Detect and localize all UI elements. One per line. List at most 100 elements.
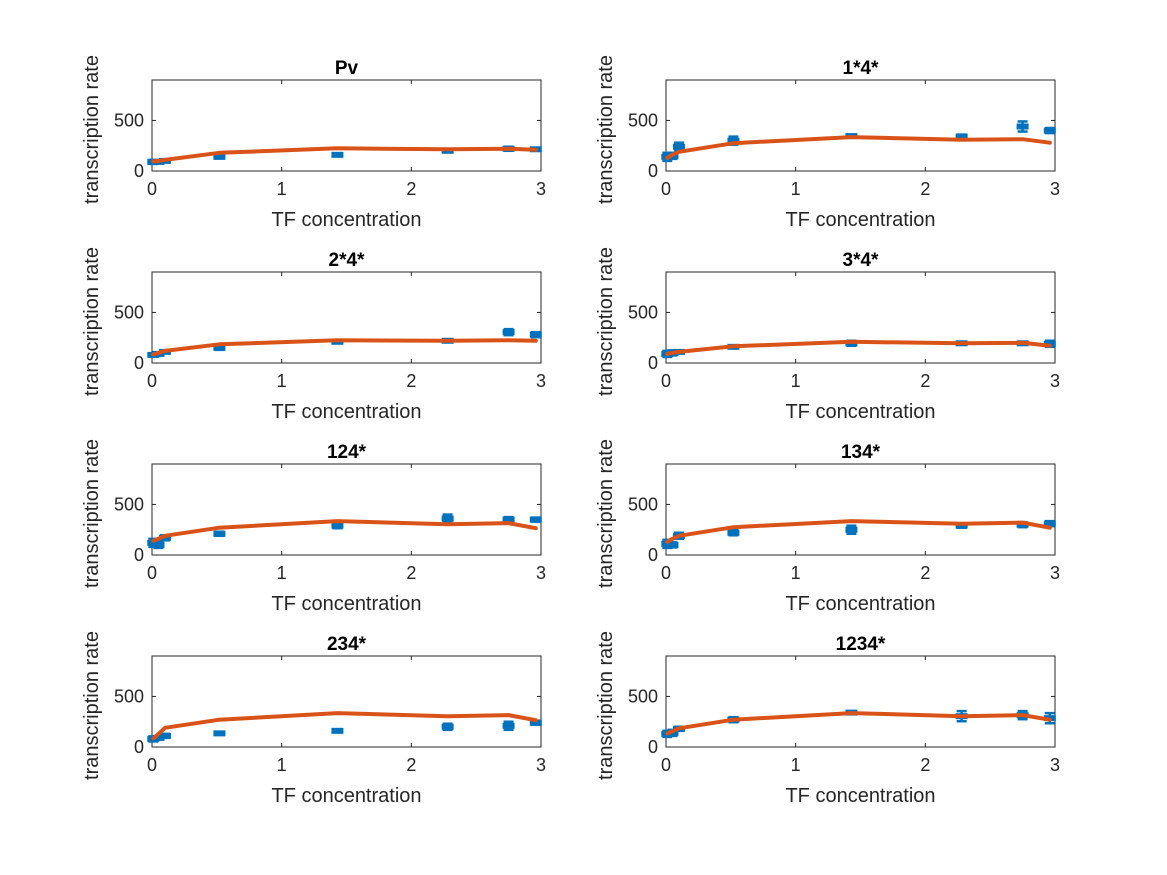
data-marker xyxy=(331,727,344,734)
y-axis-label: transcription rate xyxy=(81,631,103,780)
data-point xyxy=(213,530,226,538)
model-fit-line xyxy=(151,338,538,357)
x-tick-label: 0 xyxy=(147,755,157,775)
data-marker xyxy=(213,530,226,537)
data-marker xyxy=(727,137,740,144)
axes-box xyxy=(665,655,1056,748)
y-axis-label: transcription rate xyxy=(595,631,617,780)
data-point xyxy=(845,524,858,536)
data-point xyxy=(1016,120,1029,133)
x-tick-label: 1 xyxy=(277,179,287,199)
x-tick-label: 1 xyxy=(791,371,801,391)
y-axis-label: transcription rate xyxy=(81,439,103,588)
x-tick-label: 0 xyxy=(147,179,157,199)
data-marker xyxy=(1043,520,1056,527)
axes-box xyxy=(151,79,542,172)
data-marker xyxy=(666,541,679,548)
subplot-1: 0 1 2 3 0 500 Pv TF concentration transcription … xyxy=(81,55,546,231)
subplot-title: Pv xyxy=(335,58,359,79)
data-marker xyxy=(331,151,344,158)
x-tick-label: 2 xyxy=(920,371,930,391)
y-tick-label: 0 xyxy=(648,353,658,373)
x-tick-label: 2 xyxy=(920,755,930,775)
subplot-title: 124* xyxy=(327,442,367,463)
y-tick-label: 0 xyxy=(134,161,144,181)
subplot-title: 1234* xyxy=(836,634,886,655)
x-tick-label: 0 xyxy=(147,371,157,391)
data-point xyxy=(331,151,344,158)
subplot-title: 2*4* xyxy=(329,250,366,271)
axes-box xyxy=(665,271,1056,364)
x-tick-label: 3 xyxy=(536,179,546,199)
y-tick-label: 0 xyxy=(134,353,144,373)
model-fit-line xyxy=(665,519,1052,544)
axes-box xyxy=(665,79,1056,172)
x-axis-label: TF concentration xyxy=(271,785,421,807)
x-axis-label: TF concentration xyxy=(271,209,421,231)
data-point xyxy=(441,722,454,732)
subplot-title: 3*4* xyxy=(843,250,880,271)
y-tick-label: 500 xyxy=(114,494,144,514)
x-tick-label: 1 xyxy=(277,755,287,775)
data-marker xyxy=(441,723,454,730)
data-marker xyxy=(1016,521,1029,528)
subplot-6: 0 1 2 3 0 500 134* TF concentration transcriptio… xyxy=(595,439,1060,615)
data-marker xyxy=(529,331,542,338)
data-point xyxy=(331,521,344,530)
data-point xyxy=(158,732,171,740)
model-fit-line xyxy=(665,339,1052,356)
x-axis-label: TF concentration xyxy=(785,401,935,423)
data-marker xyxy=(1043,127,1056,134)
data-point xyxy=(213,730,226,737)
subplot-5: 0 1 2 3 0 500 124* TF concentration transcriptio… xyxy=(81,439,546,615)
y-tick-label: 500 xyxy=(114,686,144,706)
model-fit-line xyxy=(665,711,1052,736)
y-tick-label: 500 xyxy=(114,302,144,322)
y-tick-label: 0 xyxy=(134,737,144,757)
subplot-2: 0 1 2 3 0 500 1*4* TF concentration transcriptio… xyxy=(595,55,1060,231)
model-fit-line xyxy=(151,146,538,164)
axes-box xyxy=(151,271,542,364)
x-axis-label: TF concentration xyxy=(271,593,421,615)
data-marker xyxy=(1016,123,1029,130)
x-tick-label: 1 xyxy=(791,179,801,199)
x-tick-label: 0 xyxy=(661,755,671,775)
x-tick-label: 0 xyxy=(661,563,671,583)
y-tick-label: 500 xyxy=(628,686,658,706)
x-tick-label: 2 xyxy=(406,563,416,583)
data-point xyxy=(529,516,542,523)
data-marker xyxy=(672,143,685,150)
data-marker xyxy=(441,515,454,522)
axes-box xyxy=(151,463,542,556)
y-tick-label: 0 xyxy=(648,737,658,757)
data-point xyxy=(502,327,515,337)
x-tick-label: 2 xyxy=(406,179,416,199)
data-marker xyxy=(152,541,165,548)
model-fit-line xyxy=(151,519,538,543)
x-tick-label: 2 xyxy=(920,179,930,199)
data-point xyxy=(727,528,740,537)
y-axis-label: transcription rate xyxy=(595,247,617,396)
data-marker xyxy=(845,526,858,533)
subplot-4: 0 1 2 3 0 500 3*4* TF concentration transcriptio… xyxy=(595,247,1060,423)
y-tick-label: 0 xyxy=(648,161,658,181)
y-tick-label: 0 xyxy=(134,545,144,565)
subplot-3: 0 1 2 3 0 500 2*4* TF concentration transcriptio… xyxy=(81,247,546,423)
data-marker xyxy=(213,730,226,737)
y-axis-label: transcription rate xyxy=(595,439,617,588)
data-marker xyxy=(727,529,740,536)
data-point xyxy=(331,727,344,734)
x-tick-label: 3 xyxy=(536,563,546,583)
model-fit-line xyxy=(665,135,1052,160)
y-tick-label: 500 xyxy=(628,302,658,322)
x-tick-label: 3 xyxy=(1050,371,1060,391)
data-point xyxy=(441,513,454,524)
x-tick-label: 1 xyxy=(791,563,801,583)
x-tick-label: 3 xyxy=(1050,563,1060,583)
x-tick-label: 1 xyxy=(791,755,801,775)
subplot-7: 0 1 2 3 0 500 234* TF concentration transcriptio… xyxy=(81,631,546,807)
axes-box xyxy=(665,463,1056,556)
subplot-8: 0 1 2 3 0 500 1234* TF concentration transcripti… xyxy=(595,631,1060,807)
x-tick-label: 2 xyxy=(920,563,930,583)
